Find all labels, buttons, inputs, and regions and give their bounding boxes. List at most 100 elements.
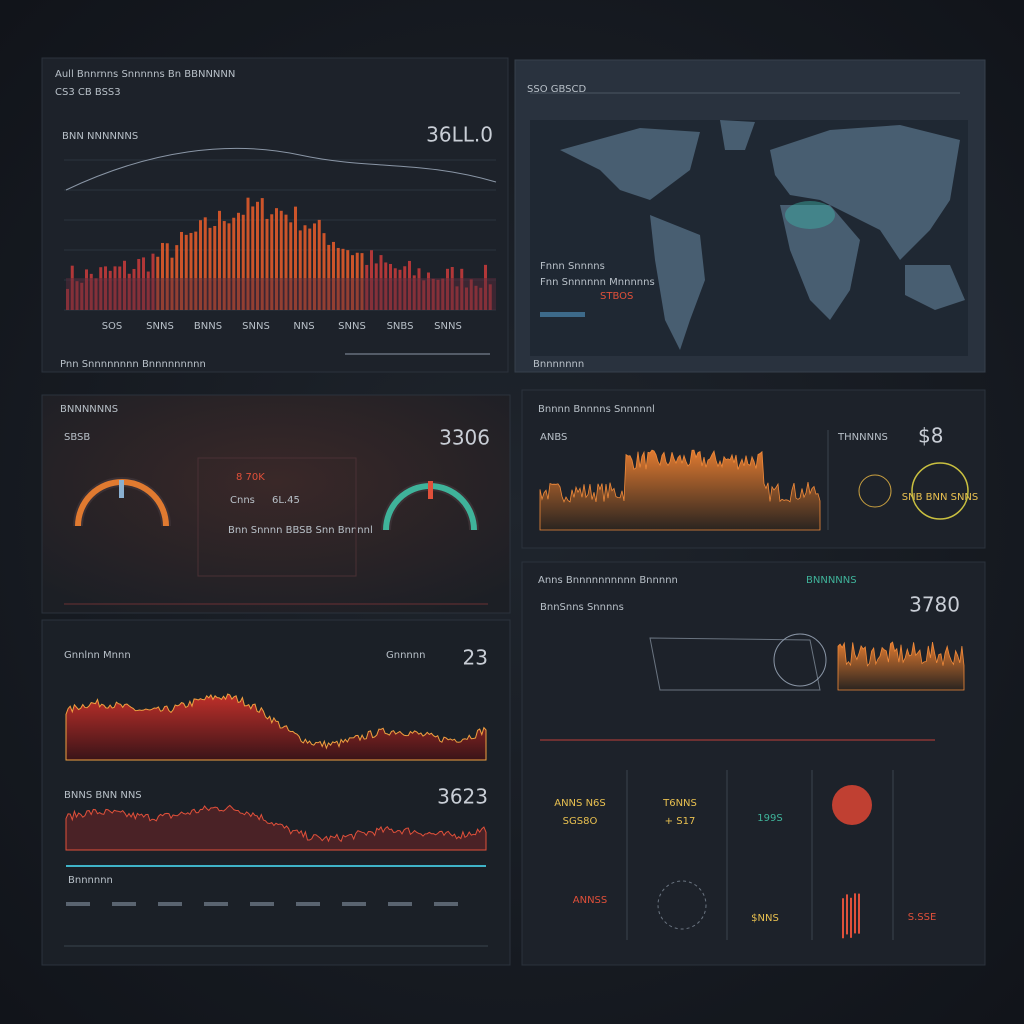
continent xyxy=(905,265,965,310)
bar-decor xyxy=(858,893,860,934)
diagram-ring xyxy=(773,633,827,687)
bar-decor xyxy=(180,231,183,310)
second-label: BNNS BNN NNS xyxy=(64,790,142,801)
bar-decor xyxy=(265,218,269,310)
area-decor xyxy=(65,804,487,851)
legend-value: STBOS xyxy=(600,291,633,302)
label-decor xyxy=(66,902,90,906)
continent xyxy=(650,215,705,350)
trend-line xyxy=(65,147,497,191)
kpi: T6NNS xyxy=(662,798,697,809)
metric: 3306 xyxy=(439,426,490,450)
label-decor xyxy=(250,902,274,906)
axis-label: SNBS xyxy=(387,321,414,332)
area-decor xyxy=(65,693,487,761)
axis-label: SOS xyxy=(102,321,123,332)
kpi: S.SSE xyxy=(908,912,937,923)
label-decor xyxy=(112,902,136,906)
center-caption: Bnn Snnnn BBSB Snn Bnnnnl xyxy=(228,525,373,536)
legend-title: Fnnn Snnnns xyxy=(540,261,605,272)
bar-decor xyxy=(850,897,852,938)
panel-footer: Bnnnnnn xyxy=(68,875,113,886)
axis-label: BNNS xyxy=(194,321,222,332)
metric: 36LL.0 xyxy=(426,123,493,147)
bar-decor xyxy=(294,206,297,310)
center-value: 8 70K xyxy=(236,472,265,483)
bar-decor xyxy=(275,208,278,310)
axis-label: SNNS xyxy=(434,321,462,332)
axis-label: NNS xyxy=(293,321,314,332)
legend-label: Fnn Snnnnnn Mnnnnns xyxy=(540,277,655,288)
bar-decor xyxy=(256,201,259,310)
bar-decor xyxy=(270,214,274,310)
bar-decor xyxy=(303,225,307,310)
bar-decor xyxy=(251,206,255,310)
center-box xyxy=(197,457,357,577)
panel-footer: Bnnnnnnn xyxy=(533,359,584,370)
panel-title: Gnnlnn Mnnn xyxy=(64,650,131,661)
bar-decor xyxy=(246,197,250,310)
panel xyxy=(41,394,511,614)
status-dot xyxy=(832,785,872,825)
kpi: $NNS xyxy=(751,913,779,924)
ring xyxy=(858,474,892,508)
axis-label: SNNS xyxy=(338,321,366,332)
second-metric: 3623 xyxy=(437,785,488,809)
panel-title: Bnnnn Bnnnns Snnnnnl xyxy=(538,404,655,415)
kpi: SGS8O xyxy=(563,816,598,827)
bar-decor xyxy=(279,210,283,310)
bar-decor xyxy=(332,241,335,310)
bar-decor xyxy=(208,227,212,310)
highlight-region xyxy=(785,201,835,229)
bar-decor xyxy=(213,226,217,310)
metric: 3780 xyxy=(909,593,960,617)
continent xyxy=(560,128,700,200)
panel xyxy=(41,619,511,966)
bar-decor xyxy=(298,230,302,310)
panel-title: Anns Bnnnnnnnnnn Bnnnnn xyxy=(538,575,678,586)
badge: SNB BNN SNNS xyxy=(902,492,979,503)
area-decor xyxy=(837,641,965,691)
continent xyxy=(770,125,960,260)
bar-decor xyxy=(327,244,331,310)
metric-label: BNN NNNNNNS xyxy=(62,131,138,142)
legend-swatch xyxy=(540,312,585,317)
axis-label: SNNS xyxy=(146,321,174,332)
bar-decor xyxy=(237,212,240,310)
band-decor xyxy=(66,278,496,310)
metric-label: SBSB xyxy=(64,432,90,443)
diagram-decor xyxy=(649,637,821,691)
label-decor xyxy=(388,902,412,906)
kpi: + S17 xyxy=(665,816,696,827)
center-label: Cnns xyxy=(230,495,255,506)
center-metric: 6L.45 xyxy=(272,495,300,506)
kpi: ANNSS xyxy=(573,895,608,906)
ring xyxy=(911,462,969,520)
bar-decor xyxy=(284,214,288,310)
area-decor xyxy=(539,449,821,531)
tag: BNNNNNS xyxy=(806,575,857,586)
bar-decor xyxy=(189,232,193,310)
panel-title: SSO GBSCD xyxy=(527,84,587,95)
kpi: ANNS N6S xyxy=(554,798,606,809)
label-decor xyxy=(296,902,320,906)
metric: $8 xyxy=(918,424,943,448)
bar-decor xyxy=(199,220,202,310)
dial xyxy=(657,880,707,930)
bar-decor xyxy=(289,222,293,310)
bar-decor xyxy=(260,198,264,310)
label-decor xyxy=(158,902,182,906)
continent xyxy=(780,205,860,320)
bar-decor xyxy=(222,221,226,310)
bar-decor xyxy=(308,228,312,310)
metric-label: Gnnnnn xyxy=(386,650,425,661)
bar-decor xyxy=(161,242,164,310)
bar-decor xyxy=(227,223,231,310)
label-decor xyxy=(434,902,458,906)
bar-decor xyxy=(218,210,221,310)
label-decor xyxy=(342,902,366,906)
chart-label: ANBS xyxy=(540,432,567,443)
bar-decor xyxy=(842,898,844,939)
label-decor xyxy=(204,902,228,906)
